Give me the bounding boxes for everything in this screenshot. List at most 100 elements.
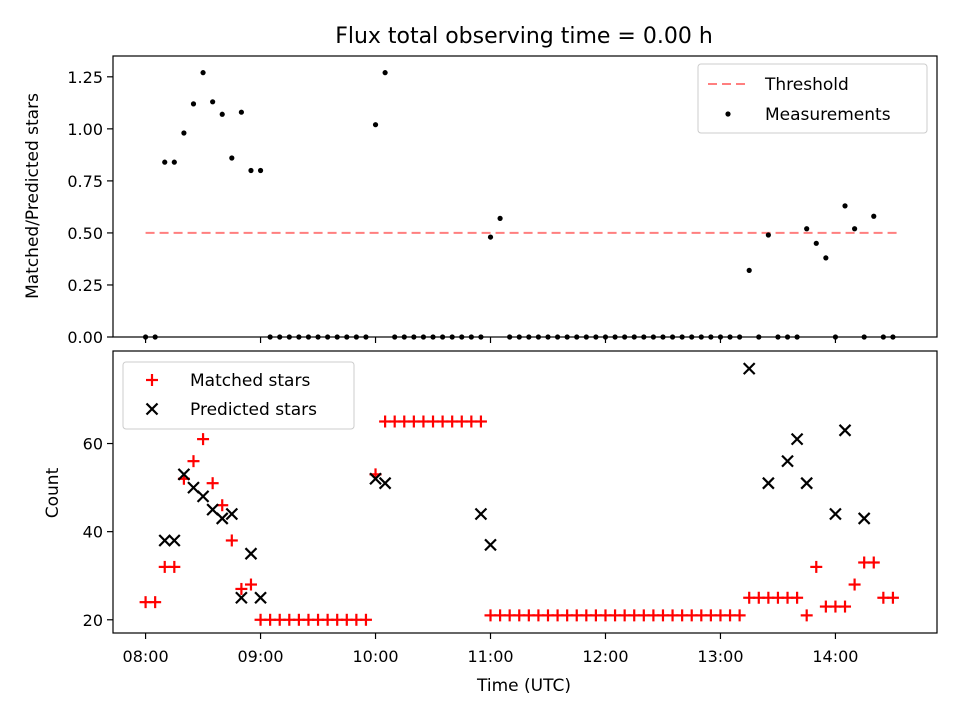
- ratio-panel: Matched/Predicted stars 0.00 0.25 0.50 0.75…: [23, 55, 938, 347]
- matched-star-point: [235, 582, 248, 595]
- measurement-point: [487, 234, 494, 240]
- count-x-tick-label: 10:00: [352, 647, 398, 666]
- measurement-point: [823, 255, 829, 261]
- count-x-tick-label: 13:00: [697, 647, 743, 666]
- predicted-star-point-b: [857, 512, 871, 525]
- ratio-plot-frame: [112, 55, 938, 338]
- ratio-y-tick-label: 0.25: [67, 276, 103, 295]
- predicted-star-point-b: [742, 362, 756, 375]
- ratio-y-tick-label: 1.00: [67, 120, 103, 139]
- matched-star-point: [800, 609, 813, 622]
- predicted-star-point-b: [206, 503, 219, 516]
- count-legend-box: [122, 361, 355, 430]
- predicted-star-point: [158, 534, 172, 547]
- matched-star-point: [149, 596, 162, 609]
- predicted-star-point: [196, 490, 210, 503]
- measurement-point: [248, 167, 254, 174]
- measurement-point: [238, 109, 244, 115]
- count-x-tick-label: 14:00: [812, 647, 858, 666]
- predicted-star-point: [369, 472, 382, 486]
- count-y-tick-label: 40: [83, 523, 103, 542]
- ratio-y-ticks: 0.00 0.25 0.50 0.75 1.00 1.25: [67, 68, 113, 347]
- matched-star-point: [848, 578, 861, 591]
- measurement-point: [871, 213, 877, 219]
- predicted-star-point: [254, 591, 267, 605]
- predicted-star-point-b: [829, 507, 842, 521]
- count-x-tick-label: 08:00: [123, 647, 169, 666]
- measurement-point: [813, 240, 819, 246]
- predicted-star-point-b: [790, 432, 804, 446]
- count-x-ticks: 08:00 09:00 10:00 11:00 12:00 13:00 14:00: [123, 633, 858, 666]
- predicted-star-point-b: [762, 476, 775, 490]
- matched-star-point: [168, 560, 181, 573]
- count-panel: Count Time (UTC) 20 40 60 08:00 09:00 10:00 1…: [43, 350, 938, 696]
- measurement-point: [804, 226, 810, 232]
- measurement-point: [210, 99, 216, 105]
- predicted-star-point-b: [215, 512, 229, 525]
- predicted-star-point-b: [235, 591, 248, 605]
- predicted-star-point-b: [838, 424, 852, 437]
- predicted-star-point: [474, 507, 488, 521]
- measurement-point: [382, 70, 388, 76]
- count-x-tick-label: 09:00: [237, 647, 283, 666]
- matched-star-point: [206, 477, 219, 490]
- measurement-point: [171, 159, 177, 165]
- measurement-point: [497, 215, 503, 221]
- matched-star-point: [244, 578, 257, 591]
- count-x-tick-label: 11:00: [467, 647, 513, 666]
- count-legend: Matched stars Predicted stars: [122, 361, 355, 430]
- predicted-star-point: [235, 591, 248, 605]
- measurement-point: [162, 159, 168, 165]
- matched-star-point: [867, 556, 880, 569]
- predicted-star-point-b: [225, 507, 239, 521]
- measurement-point: [842, 203, 848, 209]
- chart-title: Flux total observing time = 0.00 h: [335, 24, 713, 49]
- predicted-star-point-b: [177, 468, 191, 481]
- legend-matched-label: Matched stars: [190, 371, 310, 391]
- matched-star-point: [359, 613, 372, 626]
- measurement-point: [852, 226, 858, 232]
- measurement-point: [765, 232, 771, 238]
- predicted-star-point-b: [484, 538, 497, 552]
- measurement-point: [190, 101, 197, 107]
- predicted-star-point: [800, 476, 813, 490]
- predicted-star-point-b: [244, 547, 258, 560]
- predicted-star-point-b: [474, 507, 488, 521]
- predicted-star-point: [790, 432, 804, 446]
- legend-predicted-swatch: [145, 402, 159, 416]
- predicted-star-point-b: [781, 454, 794, 468]
- matched-star-point: [187, 455, 200, 468]
- ratio-y-tick-label: 0.00: [67, 328, 103, 347]
- predicted-star-point-b: [800, 476, 813, 490]
- ratio-legend: Threshold Measurements: [697, 63, 928, 134]
- matched-star-point: [791, 591, 804, 604]
- legend-measurements-label: Measurements: [765, 105, 891, 125]
- ratio-y-tick-label: 0.50: [67, 224, 103, 243]
- predicted-star-point-b: [254, 591, 267, 605]
- predicted-star-point: [168, 534, 181, 547]
- ratio-y-tick-label: 0.75: [67, 172, 103, 191]
- count-x-tick-label: 12:00: [582, 647, 628, 666]
- predicted-star-point: [742, 362, 756, 375]
- predicted-star-point: [857, 512, 871, 525]
- legend-predicted-marker: [145, 402, 159, 416]
- count-y-tick-label: 20: [83, 611, 103, 630]
- measurement-point: [181, 130, 187, 136]
- legend-predicted-label: Predicted stars: [190, 400, 317, 420]
- predicted-stars-points: [158, 362, 871, 605]
- matched-star-point: [810, 560, 823, 573]
- matched-star-point: [839, 600, 852, 613]
- matched-star-point: [886, 591, 899, 604]
- predicted-star-point-b: [158, 534, 172, 547]
- ratio-y-tick-label: 1.25: [67, 68, 103, 87]
- predicted-star-point: [781, 454, 794, 468]
- matched-star-point: [197, 433, 210, 446]
- matched-star-point: [225, 534, 238, 547]
- legend-threshold-label: Threshold: [764, 75, 849, 95]
- predicted-star-point-b: [378, 476, 392, 490]
- count-y-ticks: 20 40 60: [83, 435, 113, 630]
- predicted-star-point: [762, 476, 775, 490]
- predicted-star-point: [838, 424, 852, 437]
- predicted-star-point-b: [187, 481, 200, 494]
- predicted-star-point-b: [168, 534, 181, 547]
